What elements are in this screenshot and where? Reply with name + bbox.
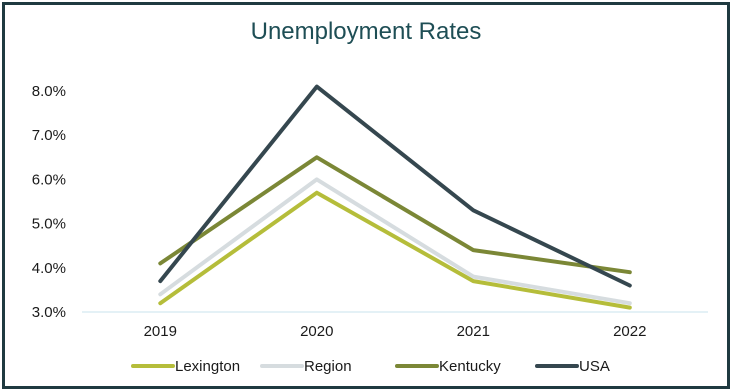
series-line-region [158,177,632,306]
x-tick-label: 2020 [300,323,333,340]
legend-label: Region [304,358,352,375]
series-line-lexington [158,190,632,310]
y-tick-label: 7.0% [32,127,66,144]
chart-title: Unemployment Rates [250,18,482,45]
x-axis-ticks: 2019 2020 2021 2022 [144,323,647,340]
legend-label: Kentucky [439,358,501,375]
y-tick-label: 8.0% [32,83,66,100]
y-tick-label: 4.0% [32,260,66,277]
y-tick-label: 5.0% [32,216,66,233]
x-tick-label: 2021 [457,323,490,340]
x-tick-label: 2022 [613,323,646,340]
series-line-usa [158,84,632,288]
series-lines [158,84,632,310]
legend-label: Lexington [175,358,240,375]
y-tick-label: 3.0% [32,304,66,321]
x-tick-label: 2019 [144,323,177,340]
legend: Lexington Region Kentucky USA [131,358,610,375]
y-axis-ticks: 3.0% 4.0% 5.0% 6.0% 7.0% 8.0% [32,83,66,321]
legend-label: USA [579,358,610,375]
series-line-kentucky [158,155,632,275]
y-tick-label: 6.0% [32,171,66,188]
